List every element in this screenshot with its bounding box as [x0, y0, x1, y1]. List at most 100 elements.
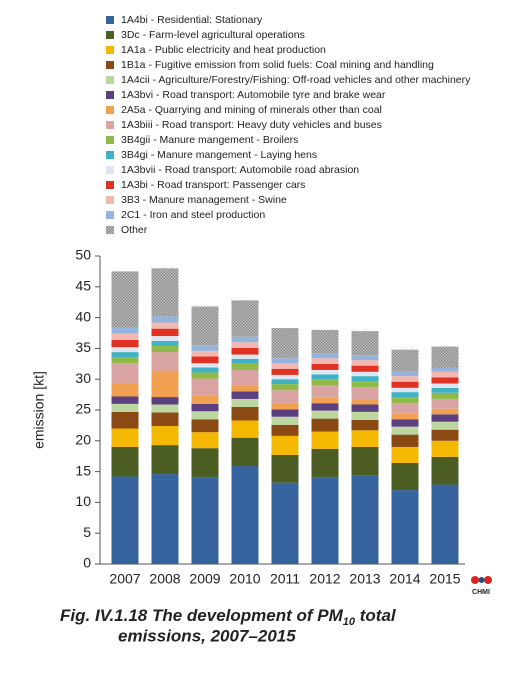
- bar-segment: [431, 387, 459, 393]
- bar-segment: [231, 406, 259, 421]
- bar-segment: [311, 358, 339, 364]
- y-tick-label: 20: [75, 432, 91, 448]
- bar-segment: [351, 355, 379, 361]
- bar-segment: [391, 490, 419, 564]
- legend-swatch: [106, 181, 114, 189]
- bar-segment: [311, 418, 339, 432]
- bar-segment: [151, 322, 179, 329]
- bar-segment: [271, 409, 299, 417]
- bar-segment: [151, 404, 179, 413]
- bar-segment: [431, 414, 459, 422]
- bar-segment: [231, 363, 259, 370]
- bar-segment: [151, 445, 179, 475]
- bar-segment: [311, 477, 339, 564]
- legend-swatch: [106, 106, 114, 114]
- x-tick-label: 2010: [229, 571, 260, 587]
- bar-segment: [111, 446, 139, 477]
- bar-segment: [431, 408, 459, 415]
- legend-label: 1B1a - Fugitive emission from solid fuel…: [121, 59, 434, 71]
- legend-swatch: [106, 76, 114, 84]
- caption-sub: 10: [343, 616, 356, 628]
- legend-swatch: [106, 46, 114, 54]
- legend-label: Other: [121, 224, 148, 236]
- x-tick-label: 2015: [429, 571, 460, 587]
- bar-segment: [111, 333, 139, 340]
- bar-segment: [351, 387, 379, 399]
- bar-segment: [391, 403, 419, 414]
- bar-segment: [191, 477, 219, 564]
- logo-text: CHMI: [472, 589, 490, 596]
- bar-segment: [231, 391, 259, 399]
- bar-segment: [391, 426, 419, 435]
- y-tick-label: 30: [75, 370, 91, 386]
- legend-swatch: [106, 226, 114, 234]
- bar-segment: [191, 395, 219, 404]
- bar-segment: [151, 268, 179, 317]
- bar-segment: [151, 328, 179, 337]
- bar-segment: [391, 462, 419, 491]
- bar-segment: [111, 271, 139, 328]
- bar-segment: [431, 398, 459, 409]
- legend-swatch: [106, 91, 114, 99]
- bar-segment: [191, 306, 219, 346]
- bar-segment: [151, 345, 179, 353]
- bar-segment: [151, 412, 179, 427]
- bar-segment: [311, 353, 339, 359]
- bar-segment: [391, 376, 419, 382]
- bar-segment: [351, 404, 379, 412]
- bar-segment: [391, 349, 419, 372]
- bar-segment: [311, 431, 339, 449]
- bar-segment: [231, 300, 259, 337]
- bar-segment: [391, 434, 419, 447]
- bar-segment: [351, 446, 379, 476]
- bar-segment: [271, 482, 299, 564]
- bar-segment: [271, 358, 299, 364]
- bar-segment: [191, 411, 219, 420]
- bar-segment: [391, 446, 419, 463]
- bar-segment: [311, 397, 339, 404]
- bar-segment: [231, 342, 259, 348]
- legend-swatch: [106, 166, 114, 174]
- legend-swatch: [106, 196, 114, 204]
- x-tick-label: 2012: [309, 571, 340, 587]
- bar-segment: [271, 416, 299, 425]
- bar-segment: [311, 403, 339, 411]
- legend-label: 2A5a - Quarrying and mining of minerals …: [121, 104, 382, 116]
- bar-segment: [431, 346, 459, 368]
- bar-segment: [191, 372, 219, 379]
- bar-segment: [271, 328, 299, 359]
- bar-segment: [111, 339, 139, 348]
- x-tick-label: 2011: [270, 571, 300, 587]
- bar-segment: [231, 385, 259, 392]
- bar-segment: [391, 387, 419, 393]
- bar-segment: [271, 435, 299, 455]
- bar-segment: [351, 475, 379, 564]
- bar-segment: [191, 419, 219, 433]
- logo-dot: [471, 576, 479, 584]
- bar-segment: [351, 331, 379, 356]
- caption: Fig. IV.1.18 The development of PM10 tot…: [60, 606, 397, 627]
- bar-segment: [431, 392, 459, 399]
- legend-label: 3B3 - Manure management - Swine: [121, 194, 287, 206]
- bar-segment: [271, 374, 299, 380]
- bar-segment: [351, 430, 379, 447]
- y-tick-label: 50: [75, 247, 91, 263]
- bar-segment: [231, 336, 259, 343]
- bar-segment: [351, 398, 379, 405]
- bar-segment: [111, 382, 139, 397]
- bar-segment: [151, 352, 179, 371]
- caption-line2: emissions, 2007–2015: [118, 626, 296, 645]
- legend-label: 3B4gii - Manure mangement - Broilers: [121, 134, 298, 146]
- y-tick-label: 5: [83, 524, 91, 540]
- bar-segment: [431, 429, 459, 441]
- bar-segment: [391, 397, 419, 404]
- bar-segment: [391, 413, 419, 420]
- bar-segment: [111, 347, 139, 353]
- bar-segment: [351, 365, 379, 372]
- bar-segment: [191, 356, 219, 364]
- bar-segment: [311, 385, 339, 398]
- bar-segment: [431, 421, 459, 430]
- bar-segment: [231, 398, 259, 407]
- legend-label: 1A4cii - Agriculture/Forestry/Fishing: O…: [121, 74, 471, 86]
- bar-segment: [271, 454, 299, 483]
